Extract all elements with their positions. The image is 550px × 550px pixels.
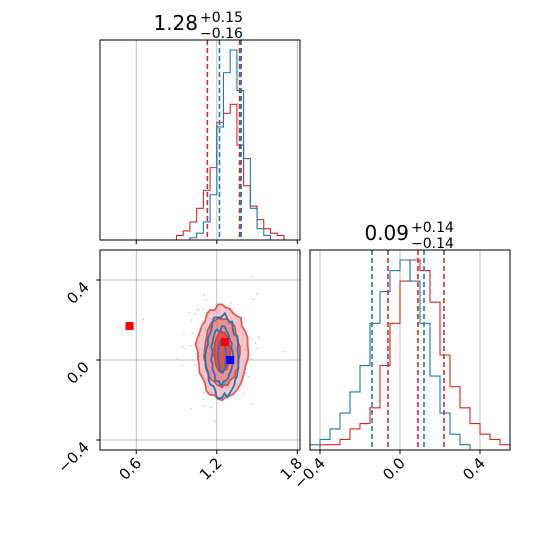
scatter-point — [195, 364, 198, 367]
tick-label: 0.4 — [459, 454, 489, 484]
scatter-point — [181, 345, 184, 348]
scatter-point — [215, 464, 218, 467]
scatter-point — [250, 276, 253, 278]
scatter-point — [245, 371, 248, 374]
histogram-param1-panel — [99, 39, 301, 244]
contour-red — [212, 330, 232, 375]
scatter-point — [202, 398, 205, 401]
scatter-point — [250, 403, 253, 406]
scatter-point — [203, 294, 205, 296]
scatter-point — [215, 402, 218, 405]
scatter-point — [258, 337, 261, 340]
scatter-point — [184, 348, 187, 350]
scatter-point — [248, 354, 251, 357]
axes-frame — [99, 39, 301, 241]
scatter-point — [209, 406, 212, 409]
scatter-point — [229, 301, 232, 304]
joint-distribution-panel — [96, 249, 301, 467]
scatter-point — [190, 407, 193, 410]
title-param2-minus: −0.14 — [411, 236, 454, 252]
title-param1-plus: +0.15 — [200, 10, 243, 26]
scatter-point — [202, 308, 205, 310]
scatter-point — [189, 345, 192, 347]
scatter-point — [202, 404, 205, 407]
scatter-point — [241, 385, 243, 388]
scatter-point — [191, 332, 194, 334]
scatter-point — [182, 333, 185, 336]
marker — [220, 338, 229, 346]
scatter-point — [256, 347, 259, 350]
histogram-step — [319, 259, 511, 450]
scatter-point — [197, 308, 200, 311]
axes-frame — [99, 249, 301, 451]
scatter-point — [255, 293, 258, 296]
scatter-point — [251, 358, 254, 361]
tick-label: 0.4 — [63, 278, 93, 308]
marker — [226, 356, 235, 364]
scatter-point — [252, 298, 255, 301]
scatter-point — [205, 298, 208, 301]
title-param1-minus: −0.16 — [200, 26, 243, 42]
tick-label: 0.0 — [63, 358, 93, 388]
scatter-point — [195, 352, 198, 355]
histogram-param2-panel — [309, 249, 511, 454]
scatter-point — [247, 375, 250, 378]
scatter-point — [283, 350, 286, 353]
contour-blue — [204, 311, 240, 400]
title-param2-plus: +0.14 — [411, 220, 454, 236]
scatter-point — [193, 313, 196, 316]
axes-frame — [309, 249, 511, 451]
title-param2: 0.09 — [364, 221, 409, 245]
histogram-step — [175, 103, 285, 240]
contour-blue — [210, 325, 234, 387]
tick-label: 0.6 — [115, 454, 145, 484]
scatter-point — [175, 358, 178, 361]
scatter-point — [214, 420, 217, 423]
histogram-step — [189, 49, 272, 240]
title-param1: 1.28 — [153, 11, 198, 35]
scatter-point — [202, 392, 205, 394]
scatter-point — [190, 319, 192, 321]
tick-label: 0.0 — [379, 454, 409, 484]
scatter-point — [256, 335, 259, 338]
scatter-point — [142, 318, 145, 321]
histogram-step — [309, 259, 471, 450]
scatter-point — [181, 364, 184, 367]
tick-label: 1.2 — [196, 454, 226, 484]
scatter-point — [254, 342, 257, 344]
scatter-point — [242, 392, 245, 395]
tick-label: −0.4 — [54, 438, 92, 476]
scatter-point — [188, 311, 190, 314]
marker — [125, 322, 134, 330]
